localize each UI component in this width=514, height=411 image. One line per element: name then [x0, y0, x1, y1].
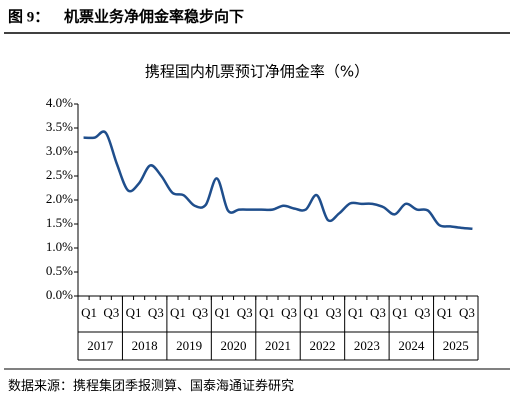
x-tick-label: Q1	[214, 305, 230, 320]
year-label: 2023	[354, 338, 380, 353]
y-tick-label: 2.0%	[46, 191, 73, 206]
x-tick-label: Q3	[281, 305, 297, 320]
y-tick-label: 3.0%	[46, 143, 73, 158]
figure-title: 机票业务净佣金率稳步向下	[64, 7, 244, 25]
line-series	[83, 130, 473, 231]
year-label: 2020	[221, 338, 247, 353]
y-tick-label: 3.5%	[46, 119, 73, 134]
x-tick-label: Q3	[370, 305, 386, 320]
x-tick-label: Q3	[192, 305, 208, 320]
x-tick-label: Q1	[392, 305, 408, 320]
x-tick-label: Q1	[81, 305, 97, 320]
x-tick-label: Q1	[126, 305, 142, 320]
year-label: 2025	[443, 338, 469, 353]
y-tick-label: 1.5%	[46, 215, 73, 230]
figure-number: 图 9：	[8, 8, 49, 25]
x-tick-label: Q3	[103, 305, 119, 320]
x-tick-label: Q3	[326, 305, 342, 320]
year-label: 2021	[265, 338, 291, 353]
source: 数据来源：携程集团季报测算、国泰海通证券研究	[8, 378, 294, 393]
x-tick-label: Q1	[348, 305, 364, 320]
x-tick-label: Q3	[237, 305, 253, 320]
x-tick-label: Q3	[414, 305, 430, 320]
year-label: 2017	[87, 338, 114, 353]
chart-title: 携程国内机票预订净佣金率（%）	[145, 63, 369, 81]
year-label: 2024	[398, 338, 425, 353]
x-tick-label: Q3	[148, 305, 164, 320]
x-tick-label: Q1	[303, 305, 319, 320]
y-tick-label: 1.0%	[46, 239, 73, 254]
year-label: 2019	[176, 338, 202, 353]
x-tick-label: Q3	[459, 305, 475, 320]
x-tick-label: Q1	[170, 305, 186, 320]
y-tick-label: 0.0%	[46, 287, 73, 302]
year-label: 2022	[309, 338, 335, 353]
y-tick-label: 4.0%	[46, 95, 73, 110]
y-tick-label: 2.5%	[46, 167, 73, 182]
y-tick-label: 0.5%	[46, 263, 73, 278]
x-tick-label: Q1	[259, 305, 275, 320]
x-tick-label: Q1	[437, 305, 453, 320]
year-label: 2018	[132, 338, 158, 353]
